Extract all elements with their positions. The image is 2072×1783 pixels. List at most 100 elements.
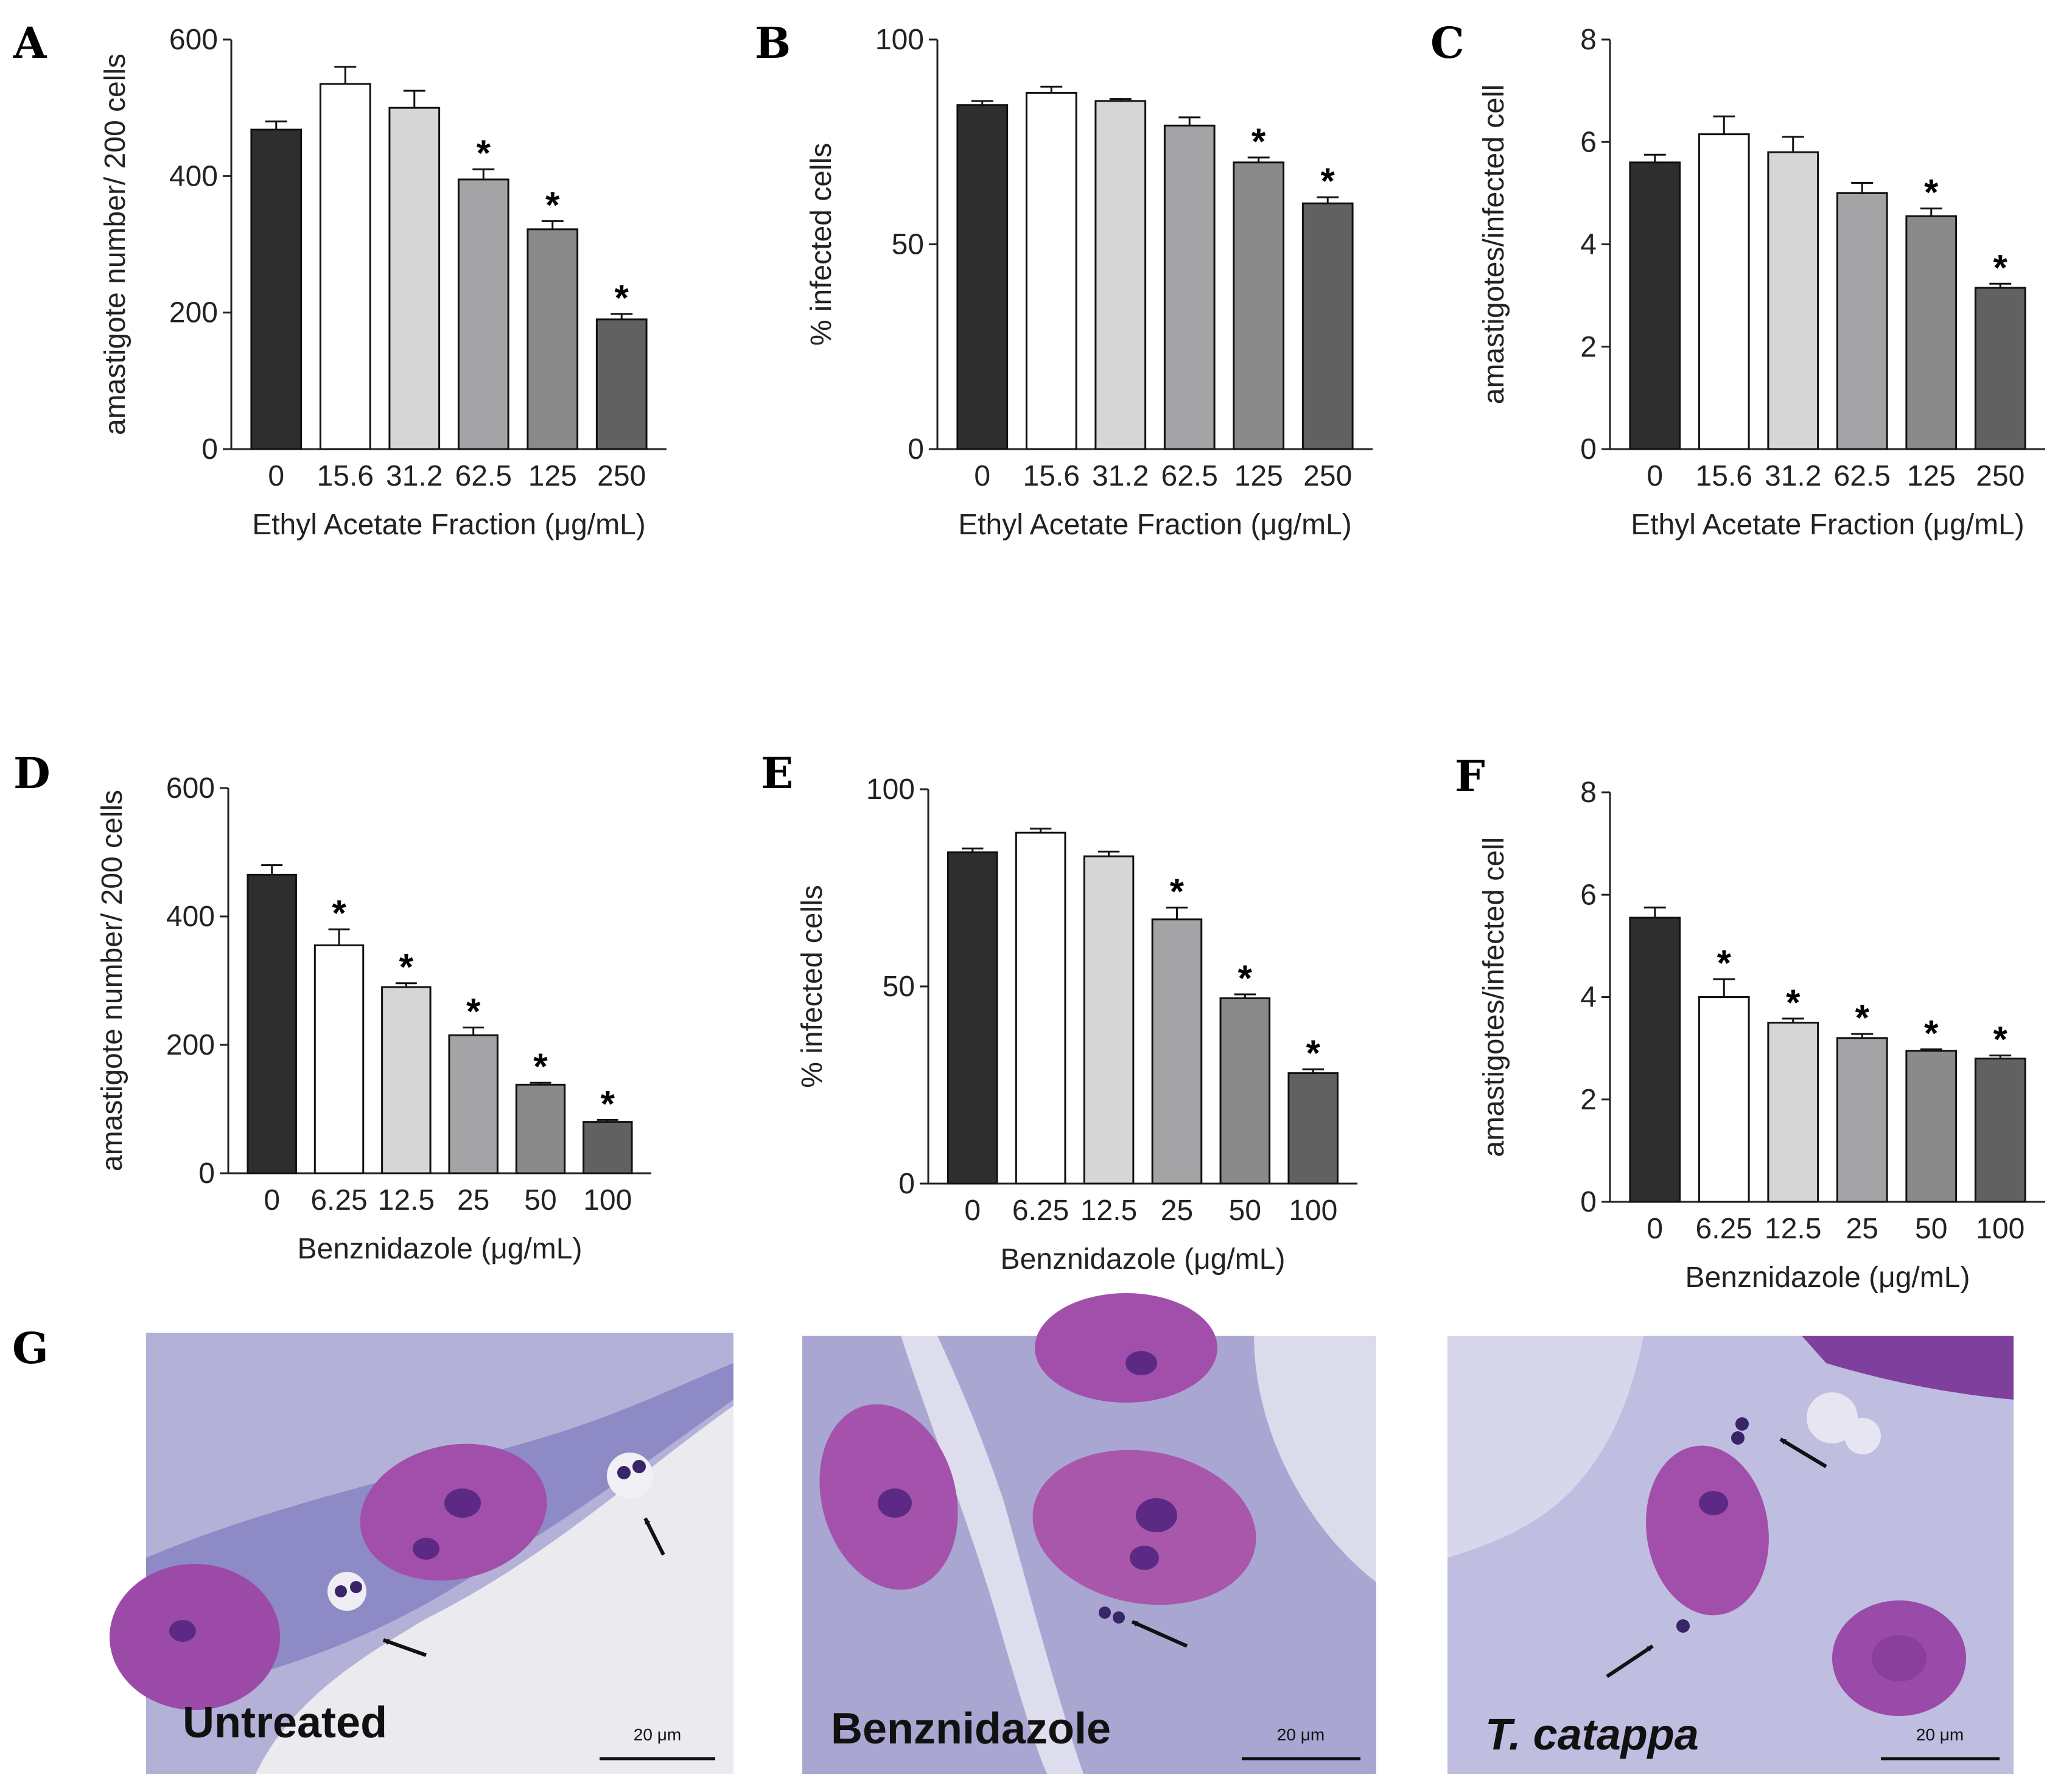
bar-12.5 (381, 986, 432, 1174)
arrow-icon (643, 1517, 665, 1556)
x-tick-label: 31.2 (1092, 460, 1149, 492)
scale-bar-label: 20 μm (634, 1725, 681, 1744)
y-tick-label: 0 (1580, 433, 1597, 466)
amastigote (617, 1466, 631, 1479)
x-axis-label: Benznidazole (μg/mL) (1001, 1243, 1286, 1275)
x-tick-label: 50 (524, 1184, 556, 1216)
cell-nucleus (1035, 1293, 1217, 1403)
vacuole (1844, 1418, 1881, 1454)
arrow-icon (382, 1638, 427, 1657)
bar-0 (247, 873, 297, 1174)
significance-marker: * (1924, 1013, 1939, 1053)
y-tick-label: 600 (169, 24, 218, 56)
significance-marker: * (477, 133, 491, 173)
bar-31.2 (1767, 151, 1819, 450)
vacuole (1807, 1392, 1858, 1443)
bar-0 (1629, 916, 1681, 1203)
panel-label-c: C (1430, 18, 1465, 68)
x-tick-label: 12.5 (1080, 1195, 1137, 1227)
y-tick-label: 0 (198, 1157, 215, 1190)
panel-label-g: G (12, 1323, 49, 1373)
x-tick-label: 50 (1229, 1195, 1261, 1227)
bar-250 (595, 318, 648, 450)
significance-marker: * (615, 277, 629, 318)
significance-marker: * (399, 947, 414, 988)
y-tick-label: 2 (1580, 1084, 1597, 1116)
nucleolus (1125, 1351, 1157, 1375)
y-tick-label: 8 (1580, 24, 1597, 56)
x-tick-label: 250 (1976, 460, 2025, 492)
bar-125 (527, 228, 579, 450)
bar-62.5 (1163, 124, 1216, 450)
significance-marker: * (1855, 997, 1870, 1038)
x-tick-label: 25 (1846, 1213, 1878, 1245)
bar-25 (1151, 918, 1203, 1185)
x-tick-label: 12.5 (1765, 1213, 1821, 1245)
bar-100 (1287, 1072, 1339, 1185)
significance-marker: * (1306, 1033, 1321, 1073)
cell-nucleus (110, 1564, 280, 1710)
x-axis-label: Ethyl Acetate Fraction (μg/mL) (252, 509, 646, 541)
x-tick-label: 15.6 (317, 460, 374, 492)
y-tick-label: 50 (883, 971, 915, 1003)
x-tick-label: 6.25 (310, 1184, 367, 1216)
significance-marker: * (1170, 871, 1185, 912)
chart-panel-a: A 0 200 400 600 0 15.6 31.2 * 62.5 * 125 * 250 Ethyl A… (13, 18, 667, 541)
panel-label-b: B (755, 18, 791, 68)
chart-panel-b: B 0 50 100 0 15.6 31.2 62.5 * 125 * 250 Ethyl Acetat… (755, 18, 1373, 541)
y-axis-label: amastigote number/ 200 cells (96, 790, 128, 1171)
nucleolus (1699, 1491, 1728, 1515)
bar-15.6 (1025, 91, 1077, 450)
y-tick-label: 6 (1580, 879, 1597, 911)
nucleolus (169, 1620, 196, 1642)
bar-50 (1905, 1050, 1958, 1203)
y-axis-label: amastigotes/infected cell (1478, 85, 1510, 405)
empty-glass-area (256, 1406, 733, 1774)
significance-marker: * (533, 1046, 548, 1087)
cell-nucleus-partial (1802, 1336, 2014, 1400)
chart-panel-c: C 0 2 4 6 8 0 15.6 31.2 62.5 * 125 * 250 Ethyl Acetate… (1430, 18, 2045, 541)
micrograph-label-t-catappa: T. catappa (1485, 1711, 1699, 1759)
x-tick-label: 62.5 (455, 460, 512, 492)
bar-0 (956, 104, 1009, 450)
x-tick-label: 0 (964, 1195, 981, 1227)
bar-100 (583, 1121, 633, 1174)
y-tick-label: 200 (169, 297, 218, 329)
y-tick-label: 600 (166, 772, 215, 804)
scale-bar-label: 20 μm (1916, 1725, 1964, 1744)
significance-marker: * (1993, 247, 2008, 288)
panel-label-f: F (1455, 751, 1485, 801)
cell-boundary-gap (901, 1336, 1083, 1774)
x-tick-label: 6.25 (1012, 1195, 1069, 1227)
x-tick-label: 15.6 (1696, 460, 1752, 492)
x-tick-label: 62.5 (1834, 460, 1891, 492)
panel-label-e: E (761, 748, 793, 798)
y-axis-label: amastigote number/ 200 cells (99, 54, 131, 435)
nucleolus (1130, 1546, 1159, 1570)
bar-62.5 (1836, 192, 1888, 450)
significance-marker: * (1321, 161, 1335, 201)
amastigote (1731, 1431, 1745, 1445)
x-tick-label: 250 (1303, 460, 1352, 492)
x-tick-label: 0 (974, 460, 990, 492)
significance-marker: * (332, 893, 346, 933)
significance-marker: * (466, 991, 481, 1032)
amastigote (350, 1581, 362, 1593)
bar-15.6 (319, 83, 371, 450)
y-tick-label: 0 (898, 1168, 915, 1200)
nucleolus (1872, 1635, 1927, 1681)
bar-15.6 (1698, 133, 1750, 450)
micrograph-untreated: Untreated 20 μm (110, 1333, 733, 1774)
significance-marker: * (1993, 1019, 2008, 1059)
micrograph-label-untreated: Untreated (183, 1698, 387, 1747)
y-tick-label: 0 (1580, 1186, 1597, 1218)
significance-marker: * (545, 184, 560, 225)
micrograph-t-catappa: T. catappa 20 μm (1447, 1336, 2014, 1774)
bar-62.5 (457, 178, 509, 450)
y-tick-label: 2 (1580, 331, 1597, 363)
bar-0 (947, 851, 998, 1185)
cell-boundary-gap (1447, 1336, 1643, 1558)
chart-panel-d: D 0 200 400 600 0 * 6.25 * 12.5 * 25 * 50 * 100Benznida… (13, 748, 651, 1265)
y-tick-label: 50 (892, 229, 924, 261)
